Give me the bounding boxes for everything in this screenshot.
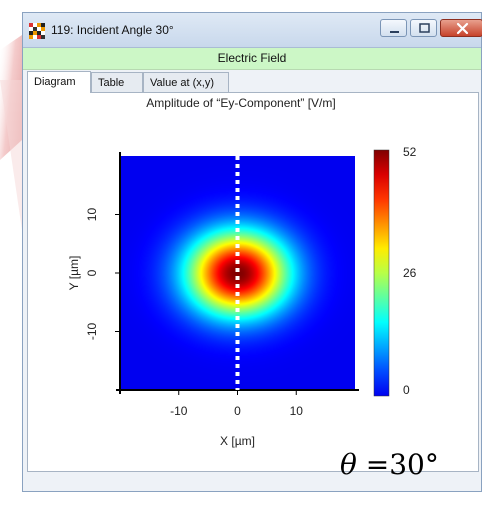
y-axis-label: Y [µm] <box>67 256 81 291</box>
close-icon <box>456 22 469 35</box>
x-tick-label: 0 <box>234 404 241 418</box>
maximize-icon <box>419 23 430 33</box>
tab-diagram[interactable]: Diagram <box>27 71 91 93</box>
field-type-bar: Electric Field <box>23 48 481 70</box>
status-bar <box>23 475 481 491</box>
app-grid-icon <box>29 23 45 39</box>
window-title: 119: Incident Angle 30° <box>51 23 174 37</box>
theta-symbol: θ <box>340 448 357 481</box>
colorbar-tick-label: 26 <box>403 266 417 280</box>
y-tick-label: 10 <box>85 208 99 222</box>
minimize-icon <box>390 31 399 33</box>
colorbar <box>373 149 390 397</box>
y-tick-label: 0 <box>85 269 99 276</box>
tab-value-at-xy[interactable]: Value at (x,y) <box>143 72 229 92</box>
tab-table[interactable]: Table <box>91 72 143 92</box>
colorbar-tick-label: 0 <box>403 383 410 397</box>
x-tick-label: -10 <box>170 404 188 418</box>
title-bar[interactable]: 119: Incident Angle 30° <box>23 13 482 48</box>
close-button[interactable] <box>440 19 482 37</box>
angle-value: =30° <box>365 448 439 481</box>
x-tick-label: 10 <box>290 404 304 418</box>
colorbar-tick-label: 52 <box>403 145 417 159</box>
maximize-button[interactable] <box>410 19 437 37</box>
x-axis-label: X [µm] <box>220 434 255 448</box>
plot-title: Amplitude of “Ey-Component” [V/m] <box>146 96 336 110</box>
diagram-panel <box>27 92 479 472</box>
y-tick-label: -10 <box>85 323 99 341</box>
minimize-button[interactable] <box>380 19 407 37</box>
incident-angle-annotation: θ =30° <box>340 448 439 481</box>
